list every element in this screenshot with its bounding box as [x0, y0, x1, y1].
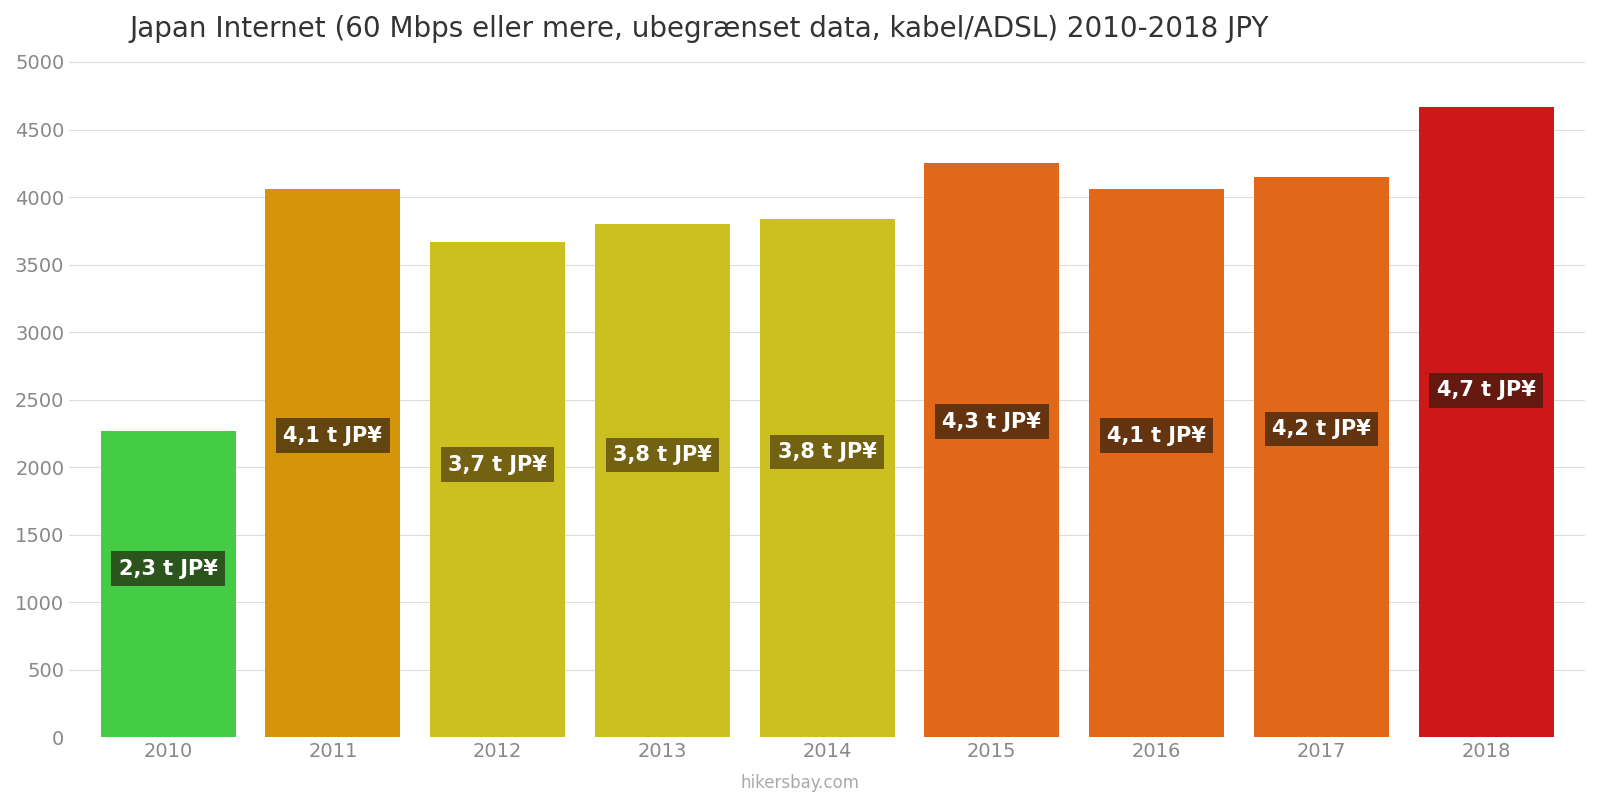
- Bar: [101, 430, 235, 737]
- Text: 4,7 t JP¥: 4,7 t JP¥: [1437, 380, 1536, 400]
- Bar: [266, 189, 400, 737]
- Bar: [1254, 177, 1389, 737]
- Bar: [1419, 106, 1554, 737]
- Bar: [760, 218, 894, 737]
- Text: 4,2 t JP¥: 4,2 t JP¥: [1272, 419, 1371, 439]
- Text: 3,8 t JP¥: 3,8 t JP¥: [778, 442, 877, 462]
- Text: 3,7 t JP¥: 3,7 t JP¥: [448, 454, 547, 474]
- Text: 4,1 t JP¥: 4,1 t JP¥: [283, 426, 382, 446]
- Bar: [430, 242, 565, 737]
- Bar: [595, 224, 730, 737]
- Text: Japan Internet (60 Mbps eller mere, ubegrænset data, kabel/ADSL) 2010-2018 JPY: Japan Internet (60 Mbps eller mere, ubeg…: [130, 15, 1269, 43]
- Text: 2,3 t JP¥: 2,3 t JP¥: [118, 558, 218, 578]
- Text: 4,3 t JP¥: 4,3 t JP¥: [942, 411, 1042, 431]
- Bar: [1090, 189, 1224, 737]
- Text: hikersbay.com: hikersbay.com: [741, 774, 859, 792]
- Text: 4,1 t JP¥: 4,1 t JP¥: [1107, 426, 1206, 446]
- Bar: [925, 163, 1059, 737]
- Text: 3,8 t JP¥: 3,8 t JP¥: [613, 445, 712, 465]
